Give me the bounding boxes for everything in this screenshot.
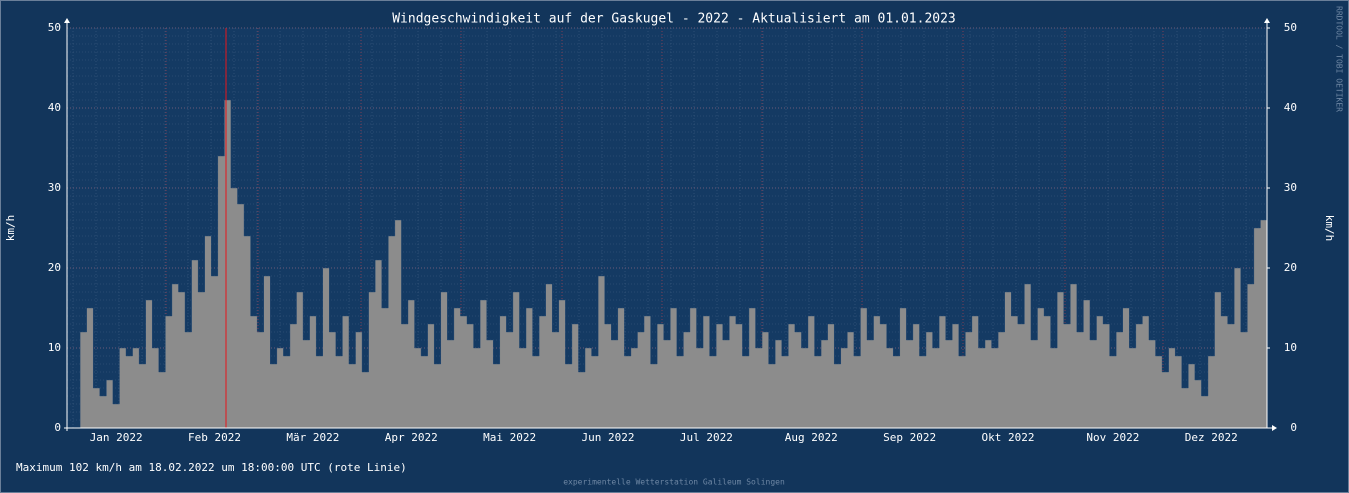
y2-tick-label: 10 — [1284, 341, 1297, 354]
x-tick-label: Mai 2022 — [483, 431, 536, 444]
arrow — [1264, 18, 1270, 23]
chart-title: Windgeschwindigkeit auf der Gaskugel - 2… — [392, 12, 956, 27]
y2-tick-label: 40 — [1284, 101, 1297, 114]
footer: Maximum 102 km/h am 18.02.2022 um 18:00:… — [16, 461, 407, 474]
y2-tick-label: 50 — [1284, 21, 1297, 34]
x-tick-label: Okt 2022 — [981, 431, 1034, 444]
x-tick-label: Nov 2022 — [1086, 431, 1139, 444]
y-tick-label: 40 — [48, 101, 61, 114]
x-tick-label: Sep 2022 — [883, 431, 936, 444]
x-tick-label: Jun 2022 — [581, 431, 634, 444]
x-tick-label: Jan 2022 — [90, 431, 143, 444]
axes: 0 10 20 30 40 50 0 10 20 30 40 50 Jan 2022 Feb 2022 Mä… — [48, 18, 1297, 444]
y-tick-label: 50 — [48, 21, 61, 34]
x-tick-label: Aug 2022 — [785, 431, 838, 444]
y2-tick-label: 30 — [1284, 181, 1297, 194]
x-tick-label: Mär 2022 — [286, 431, 339, 444]
y2-axis-label: km/h — [1323, 215, 1336, 242]
credit: experimentelle Wetterstation Galileum So… — [563, 478, 785, 487]
marks — [79, 99, 1268, 429]
watermark: RRDTOOL / TOBI OETIKER — [1335, 6, 1344, 112]
arrow — [1272, 425, 1277, 431]
y-tick-label: 10 — [48, 341, 61, 354]
y-tick-label: 0 — [54, 421, 61, 434]
arrow — [64, 18, 70, 23]
x-tick-label: Dez 2022 — [1185, 431, 1238, 444]
x-tick-label: Apr 2022 — [385, 431, 438, 444]
y2-tick-label: 0 — [1290, 421, 1297, 434]
y-tick-label: 30 — [48, 181, 61, 194]
x-tick-label: Feb 2022 — [188, 431, 241, 444]
y2-tick-label: 20 — [1284, 261, 1297, 274]
x-tick-label: Jul 2022 — [680, 431, 733, 444]
y-tick-label: 20 — [48, 261, 61, 274]
y-axis-label: km/h — [4, 215, 17, 242]
area — [79, 99, 1268, 429]
